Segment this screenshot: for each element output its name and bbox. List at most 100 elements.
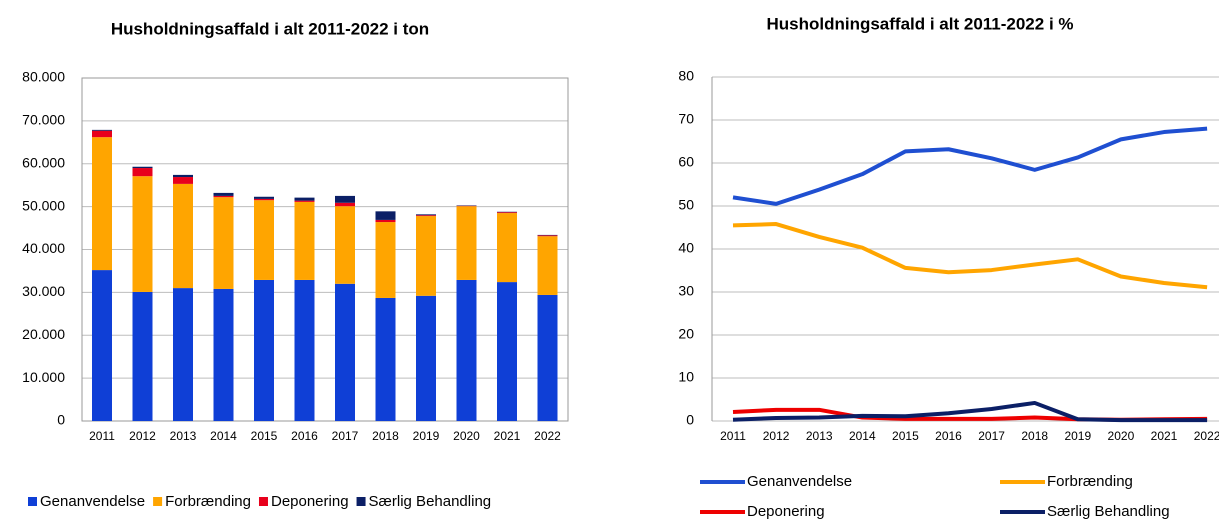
bar-segment bbox=[294, 200, 315, 202]
bar-segment bbox=[254, 279, 274, 421]
x-tick-label: 2022 bbox=[534, 429, 561, 443]
legend-label: Deponering bbox=[271, 493, 349, 510]
y-tick-label: 70 bbox=[678, 111, 694, 127]
legend-label: Genanvendelse bbox=[40, 493, 145, 510]
bar-segment bbox=[213, 288, 234, 421]
x-tick-label: 2016 bbox=[291, 429, 318, 443]
bar-segment bbox=[456, 206, 477, 280]
x-tick-label: 2017 bbox=[978, 429, 1005, 443]
bar-segment bbox=[335, 202, 355, 207]
bar-segment bbox=[416, 295, 436, 421]
bar-segment bbox=[416, 215, 436, 217]
legend-swatch bbox=[153, 497, 163, 506]
bar-segment bbox=[132, 166, 153, 169]
x-tick-label: 2014 bbox=[849, 429, 876, 443]
x-tick-label: 2020 bbox=[1108, 429, 1135, 443]
x-tick-label: 2015 bbox=[251, 429, 278, 443]
bar-segment bbox=[173, 174, 193, 178]
line bbox=[732, 126, 1208, 206]
chart-title: Husholdningsaffald i alt 2011-2022 i % bbox=[766, 14, 1073, 33]
bar-segment bbox=[375, 211, 396, 220]
bar-segment bbox=[375, 222, 396, 298]
bar-segment bbox=[213, 195, 234, 198]
line bbox=[732, 400, 1208, 423]
x-tick-label: 2018 bbox=[1021, 429, 1048, 443]
bar-segment bbox=[254, 198, 274, 201]
bar-segment bbox=[375, 297, 396, 421]
y-tick-label: 10 bbox=[678, 369, 694, 385]
bar-segment bbox=[92, 137, 112, 271]
bar-segment bbox=[132, 176, 153, 292]
y-tick-label: 40.000 bbox=[22, 240, 65, 256]
y-tick-label: 60.000 bbox=[22, 154, 65, 170]
x-tick-label: 2017 bbox=[332, 429, 359, 443]
bar-segment bbox=[416, 216, 436, 296]
x-tick-label: 2011 bbox=[720, 429, 746, 443]
y-tick-label: 60 bbox=[678, 154, 694, 170]
bar-segment bbox=[254, 200, 274, 280]
y-tick-label: 30 bbox=[678, 283, 694, 299]
x-tick-label: 2016 bbox=[935, 429, 962, 443]
x-tick-label: 2013 bbox=[170, 429, 197, 443]
x-tick-label: 2014 bbox=[210, 429, 237, 443]
bar-segment bbox=[294, 279, 315, 421]
bar-segment bbox=[213, 192, 234, 196]
bar-segment bbox=[213, 197, 234, 289]
bar-segment bbox=[173, 177, 193, 184]
y-tick-label: 50.000 bbox=[22, 197, 65, 213]
legend-label: Forbrænding bbox=[1047, 473, 1133, 490]
legend-label: Deponering bbox=[747, 503, 825, 520]
bar-segment bbox=[335, 206, 355, 284]
y-tick-label: 80 bbox=[678, 68, 694, 84]
y-tick-label: 10.000 bbox=[22, 369, 65, 385]
bar-segment bbox=[254, 196, 274, 199]
bar-segment bbox=[497, 213, 517, 283]
legend-label: Særlig Behandling bbox=[369, 493, 492, 510]
bar-segment bbox=[92, 270, 112, 421]
x-tick-label: 2019 bbox=[413, 429, 440, 443]
y-tick-label: 80.000 bbox=[22, 69, 65, 85]
bar-segment bbox=[92, 129, 112, 131]
x-tick-label: 2013 bbox=[806, 429, 833, 443]
legend-label: Særlig Behandling bbox=[1047, 503, 1170, 520]
legend-label: Genanvendelse bbox=[747, 473, 852, 490]
legend-swatch bbox=[28, 497, 37, 506]
y-tick-label: 40 bbox=[678, 240, 694, 256]
bar-segment bbox=[375, 219, 396, 223]
x-tick-label: 2022 bbox=[1194, 429, 1219, 443]
bar-segment bbox=[173, 288, 193, 421]
chart-title: Husholdningsaffald i alt 2011-2022 i ton bbox=[111, 19, 429, 38]
x-tick-label: 2020 bbox=[453, 429, 480, 443]
legend-label: Forbrænding bbox=[165, 493, 251, 510]
x-tick-label: 2011 bbox=[89, 429, 115, 443]
bar-segment bbox=[132, 291, 153, 421]
x-tick-label: 2019 bbox=[1064, 429, 1091, 443]
x-tick-label: 2021 bbox=[494, 429, 521, 443]
bar-segment bbox=[294, 197, 315, 201]
x-tick-label: 2021 bbox=[1151, 429, 1178, 443]
bar-segment bbox=[537, 294, 558, 421]
bar-segment bbox=[132, 168, 153, 177]
bar-segment bbox=[294, 201, 315, 280]
bar-segment bbox=[92, 130, 112, 138]
legend-swatch bbox=[356, 497, 366, 506]
bar-segment bbox=[416, 214, 436, 216]
y-tick-label: 30.000 bbox=[22, 283, 65, 299]
x-tick-label: 2012 bbox=[129, 429, 156, 443]
y-tick-label: 20 bbox=[678, 326, 694, 342]
y-tick-label: 50 bbox=[678, 197, 694, 213]
bar-segment bbox=[537, 236, 558, 295]
x-tick-label: 2015 bbox=[892, 429, 919, 443]
y-tick-label: 70.000 bbox=[22, 112, 65, 128]
bar-segment bbox=[497, 282, 517, 421]
bar-segment bbox=[456, 279, 477, 421]
y-tick-label: 0 bbox=[57, 412, 65, 428]
x-tick-label: 2018 bbox=[372, 429, 399, 443]
bar-segment bbox=[335, 195, 355, 203]
line bbox=[732, 222, 1208, 290]
bar-segment bbox=[497, 212, 517, 214]
plot-frame bbox=[81, 77, 569, 422]
legend-swatch bbox=[258, 497, 268, 506]
y-tick-label: 20.000 bbox=[22, 326, 65, 342]
